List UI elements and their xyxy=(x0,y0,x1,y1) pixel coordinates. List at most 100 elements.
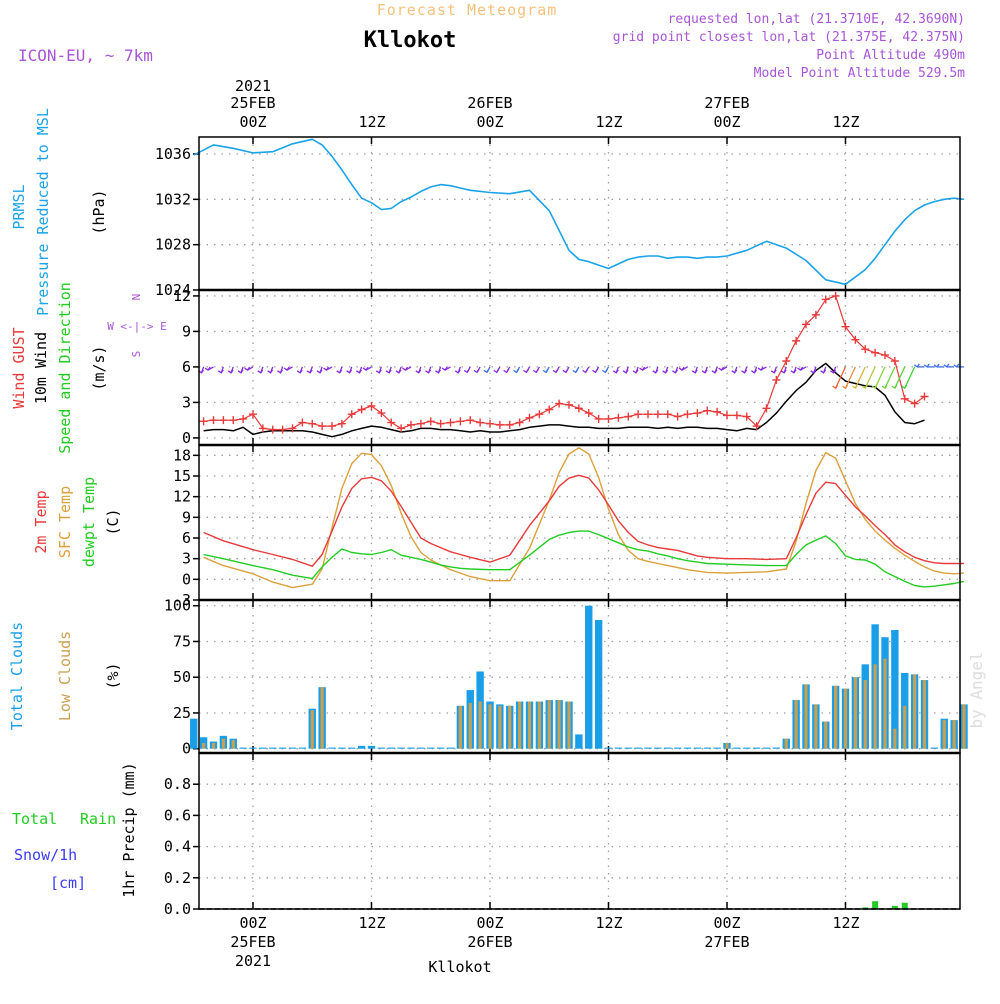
total-cloud-bar xyxy=(298,747,307,749)
gust-marker xyxy=(574,404,583,413)
gust-marker xyxy=(337,419,346,428)
low-cloud-bar xyxy=(804,684,808,749)
gust-marker xyxy=(594,414,603,423)
gust-marker xyxy=(841,322,850,331)
wind-direction-arrowhead xyxy=(731,369,738,374)
gust-marker xyxy=(693,409,702,418)
gust-marker xyxy=(703,406,712,415)
top-hour-label: 12Z xyxy=(832,113,859,131)
gust-marker xyxy=(426,417,435,426)
model-altitude: Model Point Altitude 529.5m xyxy=(754,66,965,81)
gust-marker xyxy=(416,419,425,428)
clouds-ytick-label: 25 xyxy=(173,704,191,722)
total-cloud-bar xyxy=(427,747,435,749)
wind-direction-arrowhead xyxy=(532,369,539,374)
wind-direction-arrowhead xyxy=(385,369,392,374)
total-cloud-bar xyxy=(407,747,415,749)
wind-direction-arrowhead xyxy=(810,369,817,374)
wind-direction-arrow xyxy=(904,366,916,389)
total-cloud-bar xyxy=(367,745,376,749)
gust-marker xyxy=(308,419,317,428)
total-cloud-bar xyxy=(644,747,652,749)
total-cloud-bar xyxy=(891,630,899,749)
clouds-ytick-label: 75 xyxy=(173,632,191,650)
gust-marker xyxy=(268,425,277,434)
low-cloud-bar xyxy=(320,687,324,749)
grid-point-coords: grid point closest lon,lat (21.375E, 42.… xyxy=(613,30,965,45)
wind-direction-arrowhead xyxy=(572,369,579,374)
wind-direction-arrowhead xyxy=(639,366,646,371)
low-cloud-bar xyxy=(863,680,867,749)
gust-marker xyxy=(871,348,880,357)
low-cloud-bar xyxy=(202,742,206,749)
gust-marker xyxy=(772,375,781,384)
wind-direction-arrowhead xyxy=(402,366,409,371)
low-cloud-bar xyxy=(518,701,522,749)
wind-direction-arrowhead xyxy=(741,369,748,374)
wind-direction-arrowhead xyxy=(797,366,804,371)
low-cloud-bar xyxy=(458,705,462,749)
wind-direction-arrowhead xyxy=(891,384,898,390)
low-cloud-bar xyxy=(814,704,818,749)
total-cloud-bar xyxy=(683,747,692,749)
wind-direction-arrow xyxy=(864,366,876,389)
low-cloud-bar xyxy=(567,701,571,749)
precip-ytick-label: 0.6 xyxy=(164,806,191,824)
low-cloud-bar xyxy=(784,738,788,749)
wind-direction-arrowhead xyxy=(790,369,797,374)
gust-marker xyxy=(209,416,218,425)
low-cloud-bar xyxy=(488,704,492,749)
low-cloud-bar xyxy=(794,700,798,749)
wind-direction-arrowhead xyxy=(923,363,930,368)
gust-marker xyxy=(653,410,662,419)
wind-direction-arrowhead xyxy=(336,369,343,374)
p5-label-total: Total xyxy=(12,810,57,828)
top-time-axis: 2021 25FEB 26FEB 27FEB 00Z 12Z 00Z 12Z 0… xyxy=(230,77,859,131)
wind-direction-arrowhead xyxy=(780,369,787,374)
gust-marker xyxy=(288,424,297,433)
temp-ytick-label: -3 xyxy=(173,591,191,609)
total-cloud-bar xyxy=(772,747,781,749)
wind-direction-arrowhead xyxy=(323,366,330,371)
p3-label-sfc: SFC Temp xyxy=(56,486,74,558)
low-cloud-bar xyxy=(468,702,472,749)
gust-marker xyxy=(466,416,475,425)
wind-direction-arrowhead xyxy=(552,369,559,374)
low-cloud-bar xyxy=(508,705,512,749)
total-cloud-bar xyxy=(436,747,445,749)
total-cloud-bar xyxy=(377,747,386,749)
wind-direction-arrowhead xyxy=(375,369,382,374)
low-cloud-bar xyxy=(942,720,946,749)
temp-2m-line xyxy=(203,474,964,567)
wind-direction-arrowhead xyxy=(718,366,725,371)
gust-marker xyxy=(663,410,672,419)
bottom-day-26feb: 26FEB xyxy=(467,933,512,951)
rain-bar xyxy=(891,905,898,909)
wind-direction-arrowhead xyxy=(691,369,698,374)
wind-direction-arrowhead xyxy=(362,366,369,371)
gust-marker xyxy=(910,399,919,408)
total-cloud-bar xyxy=(338,747,346,749)
gust-marker xyxy=(565,400,573,409)
credit: by Angel xyxy=(967,651,986,728)
total-cloud-bar xyxy=(762,747,771,749)
p4-unit: (%) xyxy=(104,662,122,689)
gust-marker xyxy=(752,422,761,431)
gust-marker xyxy=(644,410,652,419)
gust-marker xyxy=(545,405,554,414)
compass-south: S xyxy=(130,351,143,358)
model-name: ICON-EU, ~ 7km xyxy=(18,46,153,65)
wind-direction-arrowhead xyxy=(463,369,470,374)
wind-direction-arrowhead xyxy=(612,369,619,374)
gust-marker xyxy=(624,412,633,421)
p3-label-2m: 2m Temp xyxy=(32,490,50,553)
total-cloud-bar xyxy=(575,734,583,749)
gust-marker xyxy=(802,320,810,329)
wind-direction-arrowhead xyxy=(672,369,679,374)
wind-ytick-label: 9 xyxy=(182,322,191,340)
wind-ytick-label: 6 xyxy=(182,358,191,376)
gust-marker xyxy=(782,356,791,365)
total-cloud-bar xyxy=(654,747,662,749)
wind-direction-arrowhead xyxy=(306,369,313,374)
